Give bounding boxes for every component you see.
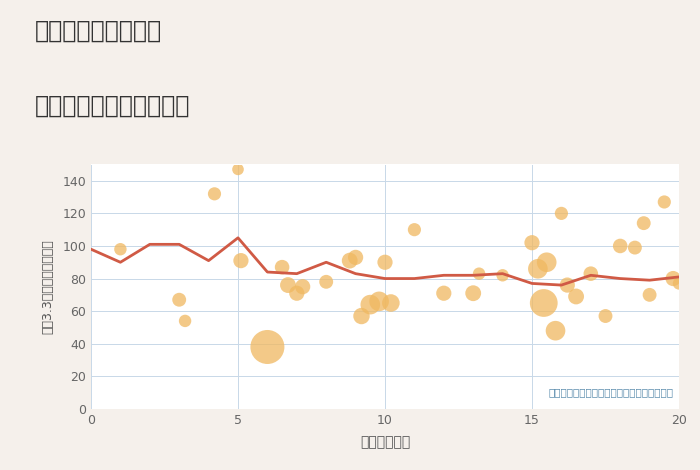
Point: [344, 257, 356, 265]
Point: [276, 263, 288, 271]
Point: [262, 343, 273, 351]
Point: [473, 270, 484, 277]
Point: [585, 270, 596, 277]
Point: [629, 244, 641, 251]
Point: [532, 265, 543, 273]
X-axis label: 駅距離（分）: 駅距離（分）: [360, 435, 410, 449]
Point: [179, 317, 190, 325]
Point: [550, 327, 561, 335]
Point: [497, 272, 508, 279]
Text: 円の大きさは、取引のあった物件面積を示す: 円の大きさは、取引のあった物件面積を示す: [548, 387, 673, 397]
Point: [235, 257, 246, 265]
Point: [291, 290, 302, 297]
Point: [379, 258, 391, 266]
Point: [668, 275, 679, 282]
Point: [115, 245, 126, 253]
Point: [365, 301, 376, 308]
Point: [556, 210, 567, 217]
Point: [409, 226, 420, 234]
Text: 奈良県生駒市真弓の: 奈良県生駒市真弓の: [35, 19, 162, 43]
Point: [385, 299, 396, 307]
Point: [526, 239, 538, 246]
Point: [438, 290, 449, 297]
Point: [350, 254, 361, 261]
Point: [282, 282, 293, 289]
Point: [174, 296, 185, 304]
Point: [600, 312, 611, 320]
Point: [673, 280, 685, 287]
Point: [638, 219, 650, 227]
Point: [538, 299, 550, 307]
Point: [541, 258, 552, 266]
Point: [374, 298, 385, 305]
Point: [561, 282, 573, 289]
Point: [321, 278, 332, 286]
Text: 駅距離別中古戸建て価格: 駅距離別中古戸建て価格: [35, 94, 190, 118]
Point: [644, 291, 655, 298]
Point: [468, 290, 479, 297]
Point: [209, 190, 220, 197]
Point: [297, 283, 308, 290]
Y-axis label: 坪（3.3㎡）単価（万円）: 坪（3.3㎡）単価（万円）: [41, 239, 54, 334]
Point: [570, 293, 582, 300]
Point: [615, 242, 626, 250]
Point: [659, 198, 670, 206]
Point: [356, 312, 367, 320]
Point: [232, 165, 244, 173]
